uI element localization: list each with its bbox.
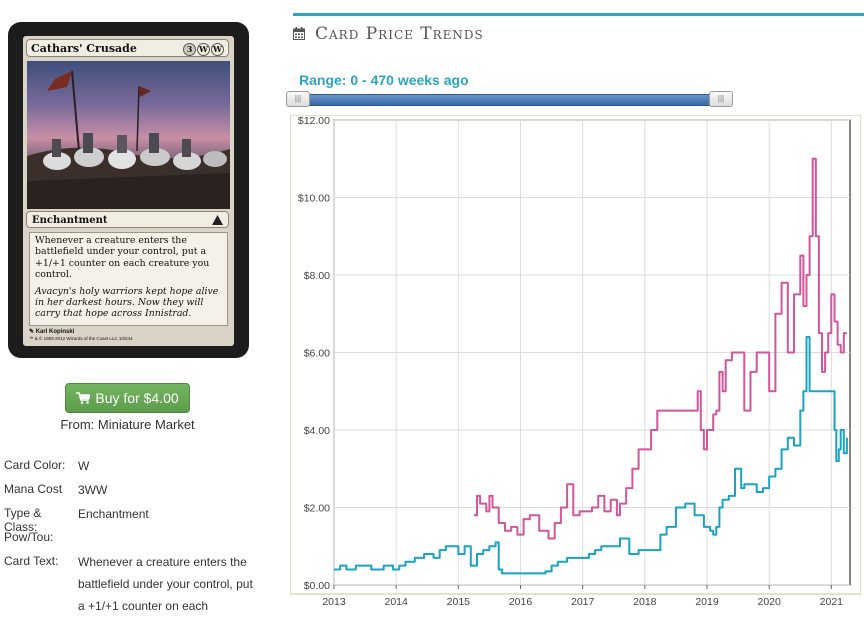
range-label: Range: 0 - 470 weeks ago	[299, 72, 469, 88]
card-text-box: Whenever a creature enters the battlefie…	[29, 232, 228, 326]
y-tick-label: $10.00	[298, 193, 330, 205]
series-line-pink	[473, 157, 847, 540]
y-tick-label: $0.00	[304, 580, 330, 592]
detail-value: Whenever a creature enters the battlefie…	[78, 555, 253, 613]
price-chart: $0.00 $2.00 $4.00 $6.00 $8.00 $10.00 $12.00 20…	[290, 115, 861, 608]
set-symbol-icon	[212, 215, 223, 225]
y-tick-label: $6.00	[304, 348, 330, 360]
card-rules-text: Whenever a creature enters the battlefie…	[35, 235, 210, 281]
buy-button[interactable]: Buy for $4.00	[65, 383, 190, 413]
card-artwork	[27, 61, 230, 209]
card-type: Enchantment	[32, 215, 108, 226]
card-name-bar: Cathars' Crusade 3 W W	[26, 39, 229, 57]
x-tick-label: 2016	[509, 596, 533, 608]
detail-label: Pow/Tou:	[4, 530, 54, 544]
card-flavor-text: Avacyn's holy warriors kept hope alive i…	[35, 285, 219, 320]
card-footer: ✎ Karl Kopinski ™ & © 1993-2012 Wizards …	[29, 328, 229, 341]
chart-border	[290, 115, 861, 595]
x-tick-label: 2014	[384, 596, 408, 608]
detail-value: W	[78, 459, 90, 473]
x-tick-label: 2021	[820, 596, 844, 608]
mana-symbol: 3	[183, 43, 196, 56]
card-type-line: Enchantment	[26, 211, 229, 228]
x-tick-label: 2019	[695, 596, 719, 608]
y-tick-label: $12.00	[298, 115, 330, 127]
range-slider-end-handle[interactable]: |||	[709, 91, 733, 107]
x-tick-label: 2020	[758, 596, 782, 608]
mana-symbol: W	[211, 43, 224, 56]
series-line-blue	[334, 336, 848, 575]
calendar-icon	[293, 25, 305, 45]
card-name: Cathars' Crusade	[31, 42, 137, 55]
x-tick-label: 2018	[633, 596, 657, 608]
card-image: Cathars' Crusade 3 W W	[8, 22, 249, 358]
price-trends-title: Card Price Trends	[315, 24, 484, 44]
shopping-cart-icon	[76, 385, 92, 413]
mana-symbol: W	[197, 43, 210, 56]
card-artist: Karl Kopinski	[35, 329, 75, 335]
detail-label: Type & Class:	[4, 506, 42, 534]
card-copyright: ™ & © 1993-2012 Wizards of the Coast LLC…	[29, 336, 133, 341]
y-tick-label: $4.00	[304, 425, 330, 437]
y-tick-label: $8.00	[304, 270, 330, 282]
vendor-label: From: Miniature Market	[60, 417, 195, 432]
range-slider-track	[294, 94, 725, 106]
detail-value: 3WW	[78, 483, 108, 497]
range-slider-start-handle[interactable]: |||	[286, 91, 310, 107]
detail-label: Card Color:	[4, 458, 66, 472]
detail-label: Card Text:	[4, 554, 59, 568]
x-tick-label: 2013	[322, 596, 346, 608]
mana-cost: 3 W W	[183, 43, 224, 56]
range-slider[interactable]: ||| |||	[286, 91, 733, 107]
card-frame: Cathars' Crusade 3 W W	[23, 36, 234, 346]
section-divider	[293, 13, 864, 16]
buy-button-label: Buy for $4.00	[95, 390, 179, 406]
x-tick-label: 2017	[571, 596, 595, 608]
detail-label: Mana Cost	[4, 482, 63, 496]
section-title: Card Price Trends	[293, 24, 484, 45]
detail-value: Enchantment	[78, 507, 149, 521]
x-tick-label: 2015	[447, 596, 471, 608]
y-tick-label: $2.00	[304, 503, 330, 515]
